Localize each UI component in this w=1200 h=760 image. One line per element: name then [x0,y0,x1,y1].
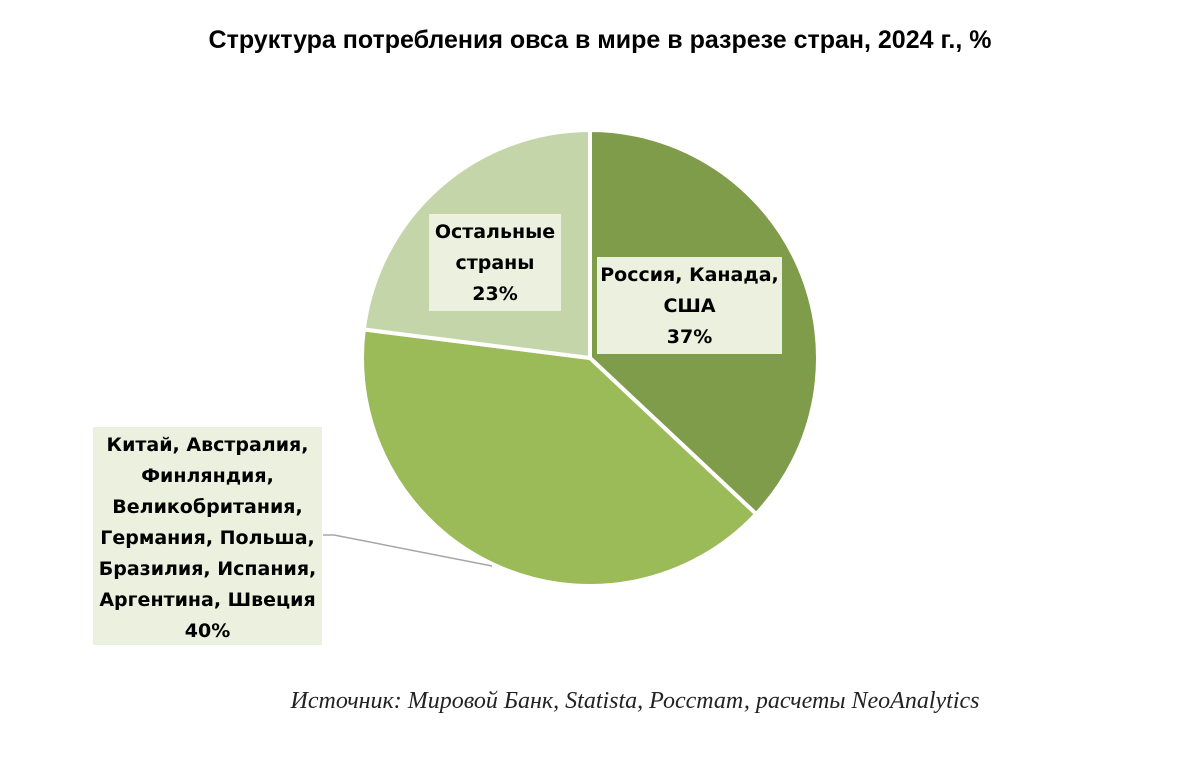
slice-label-line: страны [455,252,535,274]
slice-label-line: Аргентина, Швеция [99,589,316,611]
slice-label-line: Бразилия, Испания, [98,558,317,580]
slice-china-australia-group [360,327,759,588]
slice-label-line: США [663,295,716,317]
slice-label-line: Остальные [434,221,556,243]
slice-label-line: Финляндия, [141,465,274,487]
source-note: Источник: Мировой Банк, Statista, Росста… [290,688,980,714]
slice-label-line: Великобритания, [112,496,303,518]
chart-title: Структура потребления овса в мире в разр… [208,26,992,54]
leader-line [333,534,493,567]
slice-label-line: Германия, Польша, [100,527,315,549]
slice-label-china-australia-group: Китай, Австралия, Финляндия, Великобрита… [93,427,322,645]
slice-value-label: 40% [184,620,231,642]
pie-slices [360,128,820,588]
slice-label-line: Россия, Канада, [600,264,779,286]
slice-value-label: 23% [472,283,518,305]
slice-label-line: Китай, Австралия, [106,434,309,456]
slice-value-label: 37% [666,326,713,348]
slice-label-other-countries: Остальные страны 23% [429,214,561,311]
slice-label-russia-canada-usa: Россия, Канада, США 37% [597,257,782,354]
